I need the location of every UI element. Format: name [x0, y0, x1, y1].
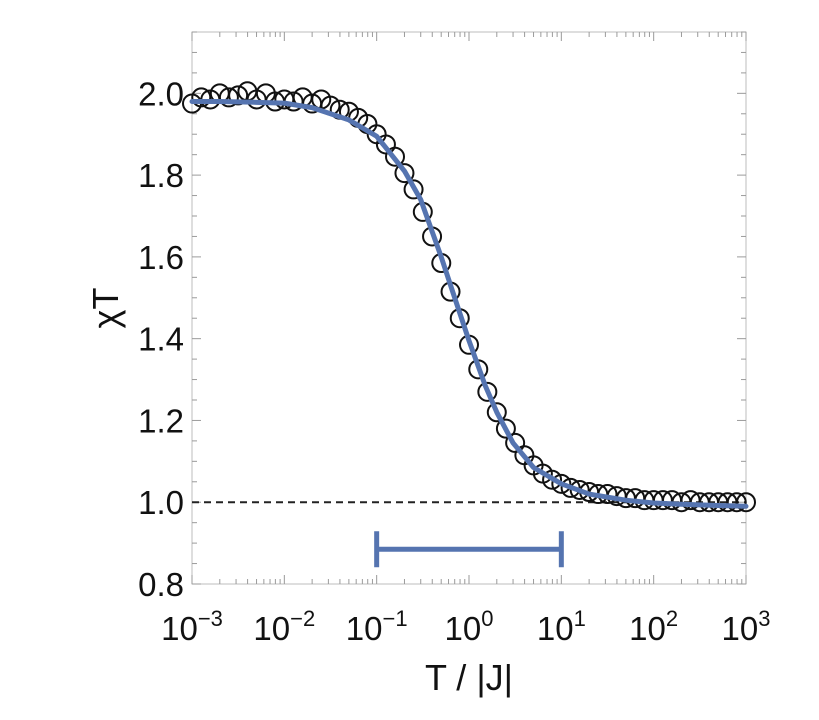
data-point [394, 163, 415, 184]
x-tick-label: 100 [445, 606, 494, 647]
data-point [495, 418, 516, 439]
y-tick-label: 1.8 [138, 157, 184, 194]
data-point [569, 479, 590, 500]
data-point [736, 492, 756, 513]
data-point [218, 87, 239, 108]
y-tick-label: 1.0 [138, 484, 184, 521]
y-tick-labels: 0.8 1.0 1.2 1.4 1.6 1.8 2.0 [138, 75, 184, 603]
x-tick-label: 103 [722, 606, 771, 647]
y-tick-label: 1.6 [138, 239, 184, 276]
data-point [385, 146, 406, 167]
data-point [486, 402, 507, 423]
fit-curve-group [189, 99, 749, 509]
data-point [726, 492, 747, 513]
x-tick-label: 10−2 [253, 606, 315, 647]
data-point [542, 469, 563, 490]
data-point [191, 87, 212, 108]
x-tick-label: 10−3 [161, 606, 223, 647]
y-axis-label: χT [85, 288, 126, 329]
fit-curve [189, 99, 749, 509]
interval-bar-group [374, 531, 564, 568]
y-tick-label: 1.4 [138, 321, 184, 358]
y-tick-label: 0.8 [138, 566, 184, 603]
x-axis-label: T / |J| [425, 657, 513, 698]
data-point [551, 473, 572, 494]
y-tick-label: 2.0 [138, 75, 184, 112]
y-tick-label: 1.2 [138, 402, 184, 439]
data-point [477, 381, 498, 402]
data-point [403, 179, 424, 200]
x-tick-label: 10−1 [346, 606, 408, 647]
data-markers [182, 81, 756, 513]
x-tick-label: 101 [537, 606, 586, 647]
x-tick-labels: 10−3 10−2 10−1 100 101 102 103 [161, 606, 770, 647]
x-tick-label: 102 [629, 606, 678, 647]
